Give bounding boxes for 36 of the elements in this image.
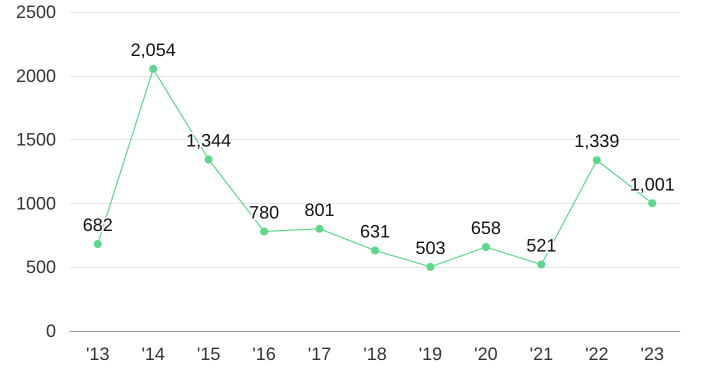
y-tick-label: 1500 — [16, 130, 56, 150]
x-tick-label: '21 — [530, 344, 554, 364]
point — [316, 224, 324, 233]
data-label: 1,339 — [574, 131, 620, 152]
point — [537, 260, 546, 269]
x-tick-label: '14 — [141, 344, 165, 364]
point — [592, 156, 601, 164]
x-tick-label: '17 — [308, 344, 332, 364]
data-label: 801 — [304, 200, 335, 220]
y-tick-label: 2000 — [16, 66, 56, 86]
x-tick-label: '18 — [363, 344, 387, 364]
y-tick-label: 0 — [46, 321, 56, 341]
x-tick-label: '16 — [252, 344, 276, 364]
point — [94, 240, 102, 248]
x-tick-label: '20 — [474, 344, 498, 364]
x-tick-label: '19 — [418, 344, 442, 364]
y-tick-label: 2500 — [16, 2, 56, 22]
x-tick-label: '23 — [640, 344, 664, 364]
point — [426, 262, 434, 271]
point — [149, 64, 158, 73]
point — [482, 243, 490, 252]
x-tick-label: '13 — [86, 344, 110, 364]
point — [371, 246, 379, 254]
data-label: 631 — [360, 221, 390, 242]
data-label: 2,054 — [130, 40, 176, 60]
x-tick-label: '15 — [196, 344, 220, 364]
point — [648, 199, 656, 208]
data-label: 1,001 — [630, 174, 675, 194]
y-tick-label: 1000 — [16, 193, 56, 214]
x-tick-label: '22 — [585, 344, 609, 364]
point — [204, 156, 213, 164]
data-label: 780 — [249, 202, 280, 222]
data-label: 658 — [470, 218, 501, 238]
y-tick-label: 500 — [26, 257, 56, 278]
point — [260, 227, 268, 236]
data-label: 503 — [415, 238, 446, 258]
